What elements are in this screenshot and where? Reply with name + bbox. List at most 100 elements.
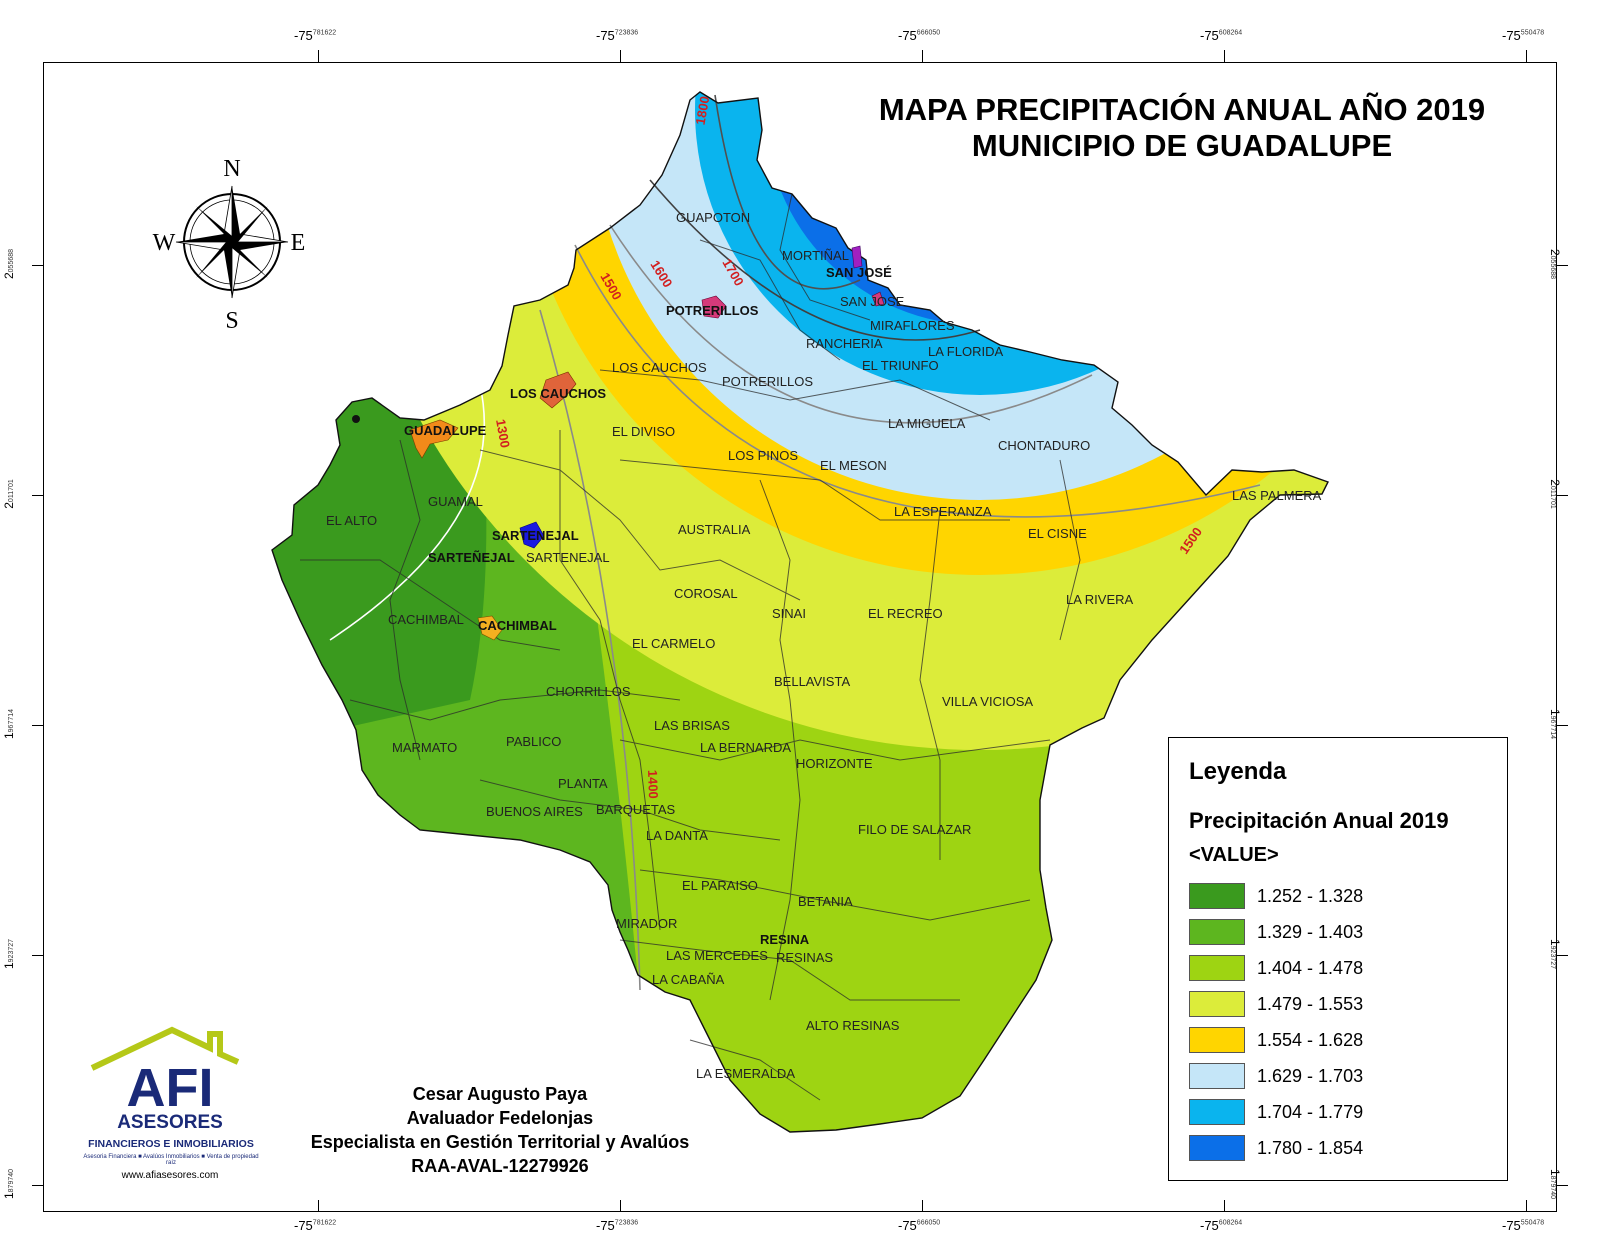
isoline-1700 <box>649 179 981 341</box>
longitude-label: -75723836 <box>596 28 638 43</box>
legend-range: 1.479 - 1.553 <box>1257 993 1364 1014</box>
map-title: MAPA PRECIPITACIÓN ANUAL AÑO 2019 MUNICI… <box>842 92 1522 164</box>
place-label: CACHIMBAL <box>388 612 464 627</box>
place-label: MIRADOR <box>616 916 677 931</box>
tick-mark <box>1556 265 1568 266</box>
place-label: GUAMAL <box>428 494 483 509</box>
legend-range: 1.704 - 1.779 <box>1257 1101 1364 1122</box>
compass-north: N <box>223 156 240 182</box>
tick-mark <box>922 1200 923 1212</box>
legend-range: 1.554 - 1.628 <box>1257 1029 1364 1050</box>
place-label: PABLICO <box>506 734 561 749</box>
longitude-label: -75666050 <box>898 28 940 43</box>
compass-east: E <box>291 230 306 256</box>
legend-swatch <box>1189 1099 1245 1125</box>
place-label: GUAPOTON <box>676 210 750 225</box>
loscauchos-urban <box>539 371 577 409</box>
legend-range: 1.252 - 1.328 <box>1257 885 1364 906</box>
place-label: POTRERILLOS <box>722 374 813 389</box>
coord-minor: 666050 <box>916 1219 941 1227</box>
credit-line: Avaluador Fedelonjas <box>406 1108 594 1128</box>
tick-mark <box>1556 955 1568 956</box>
isoline-label-1800: 1800 <box>693 95 713 126</box>
legend-swatch <box>1189 1135 1245 1161</box>
place-label: LOS CAUCHOS <box>510 386 606 401</box>
isoline-label-1400: 1400 <box>645 770 661 799</box>
tick-mark <box>620 1200 621 1212</box>
longitude-label: -75550478 <box>1502 1218 1544 1233</box>
compass-south: S <box>225 308 238 334</box>
tick-mark <box>318 50 319 62</box>
logo-name: ASESORES <box>117 1112 223 1133</box>
place-label: EL PARAISO <box>682 878 758 893</box>
place-label: EL MESON <box>820 458 887 473</box>
legend-value-label: <VALUE> <box>1189 844 1279 866</box>
legend-class: 1.554 - 1.628 <box>1189 1022 1363 1058</box>
place-label: LA RIVERA <box>1066 592 1134 607</box>
place-label: GUADALUPE <box>404 423 487 438</box>
cachimbal-urban <box>477 615 503 641</box>
legend: Leyenda Precipitación Anual 2019 <VALUE>… <box>1168 737 1508 1181</box>
place-label: CACHIMBAL <box>478 618 557 633</box>
municipality-boundary <box>271 91 1329 1133</box>
coord-major: -75 <box>596 28 615 43</box>
tick-mark <box>32 495 44 496</box>
coord-minor: 550478 <box>1520 29 1545 37</box>
legend-class: 1.329 - 1.403 <box>1189 914 1363 950</box>
legend-swatch <box>1189 991 1245 1017</box>
legend-class: 1.479 - 1.553 <box>1189 986 1363 1022</box>
place-label: CHONTADURO <box>998 438 1090 453</box>
author-credit: Cesar Augusto Paya Avaluador Fedelonjas … <box>280 1082 720 1178</box>
guadalupe-urban <box>409 419 459 459</box>
compass-rose-icon: N S E W <box>153 156 306 334</box>
place-label: LOS PINOS <box>728 448 798 463</box>
place-label: SAN JOSE <box>840 294 905 309</box>
vereda-boundaries <box>300 193 1081 1101</box>
place-label: RESINAS <box>776 950 833 965</box>
isoline-1300 <box>329 384 486 641</box>
legend-subtitle: Precipitación Anual 2019 <box>1189 808 1449 833</box>
legend-class: 1.252 - 1.328 <box>1189 878 1363 914</box>
place-label: LA ESPERANZA <box>894 504 992 519</box>
isolines <box>329 94 1261 991</box>
place-label: LOS CAUCHOS <box>612 360 707 375</box>
legend-swatch <box>1189 955 1245 981</box>
place-label: MIRAFLORES <box>870 318 955 333</box>
place-label: LA BERNARDA <box>700 740 791 755</box>
point-marker <box>352 415 360 423</box>
sartenejal-urban <box>519 521 545 549</box>
isoline-1600 <box>609 224 1093 424</box>
legend-classes: 1.252 - 1.328 1.329 - 1.403 1.404 - 1.478 1… <box>1189 878 1363 1166</box>
place-label: LA MIGUELA <box>888 416 966 431</box>
coord-minor: 723836 <box>614 1219 639 1227</box>
tick-mark <box>1224 50 1225 62</box>
coord-major: -75 <box>596 1218 615 1233</box>
logo-subtitle: FINANCIEROS E INMOBILIARIOS <box>88 1138 254 1150</box>
legend-range: 1.780 - 1.854 <box>1257 1137 1364 1158</box>
isoline-1400 <box>539 309 641 991</box>
tick-mark <box>922 50 923 62</box>
tick-mark <box>1526 50 1527 62</box>
legend-class: 1.629 - 1.703 <box>1189 1058 1363 1094</box>
coord-major: -75 <box>898 28 917 43</box>
place-label: SARTEÑEJAL <box>428 550 515 565</box>
place-label: BARQUETAS <box>596 802 676 817</box>
place-label: LAS PALMERA <box>1232 488 1322 503</box>
place-label: EL CARMELO <box>632 636 715 651</box>
place-label: BETANIA <box>798 894 853 909</box>
urban-centers <box>352 245 885 641</box>
place-label: EL ALTO <box>326 513 377 528</box>
place-label: POTRERILLOS <box>666 303 759 318</box>
place-label: SARTENEJAL <box>492 528 579 543</box>
sanjose-urban-2 <box>871 291 885 307</box>
coord-major: -75 <box>1200 28 1219 43</box>
isoline-labels: 1300 1400 1500 1600 1700 1800 1500 <box>493 95 1205 799</box>
longitude-label: -75781622 <box>294 1218 336 1233</box>
legend-range: 1.404 - 1.478 <box>1257 957 1364 978</box>
isoline-1800 <box>714 94 861 290</box>
place-label: EL DIVISO <box>612 424 675 439</box>
place-label: AUSTRALIA <box>678 522 751 537</box>
coord-major: -75 <box>1502 28 1521 43</box>
coord-minor: 608264 <box>1218 29 1243 37</box>
